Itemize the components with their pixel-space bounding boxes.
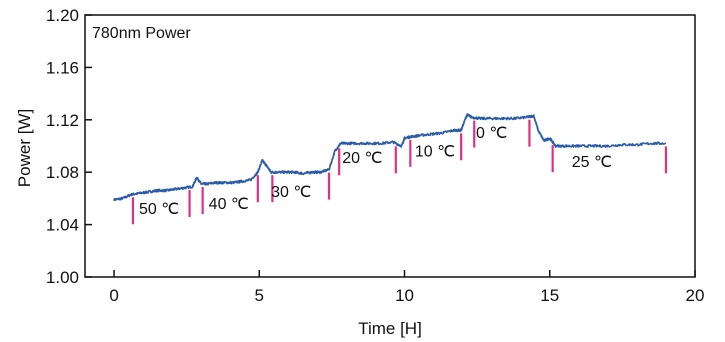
y-tick-label: 1.00	[46, 268, 79, 287]
x-tick-label: 20	[686, 286, 705, 305]
temperature-label: 10 ℃	[415, 143, 455, 160]
x-axis-title: Time [H]	[358, 319, 422, 338]
temperature-label: 25 ℃	[572, 154, 612, 171]
y-tick-label: 1.20	[46, 6, 79, 25]
y-tick-label: 1.04	[46, 216, 79, 235]
power-series-line	[113, 113, 667, 202]
y-tick-label: 1.12	[46, 111, 79, 130]
x-tick-label: 0	[109, 286, 118, 305]
temperature-label: 20 ℃	[342, 150, 382, 167]
temperature-labels: 50 ℃ 40 ℃ 30 ℃ 20 ℃ 10 ℃ 0 ℃ 25 ℃	[139, 125, 612, 218]
series-group	[113, 113, 667, 202]
chart-title: 780nm Power	[92, 25, 191, 42]
temperature-label: 40 ℃	[209, 196, 249, 213]
x-tick-label: 10	[395, 286, 414, 305]
plot-frame	[84, 14, 696, 278]
y-tick-label: 1.16	[46, 58, 79, 77]
x-axis-ticks: 0 5 10 15 20	[109, 270, 704, 305]
temperature-label: 50 ℃	[139, 201, 179, 218]
temperature-label: 30 ℃	[271, 184, 311, 201]
y-axis-ticks: 1.00 1.04 1.08 1.12 1.16 1.20	[46, 6, 92, 287]
temperature-markers	[131, 119, 668, 225]
x-tick-label: 5	[255, 286, 264, 305]
y-axis-title: Power [W]	[15, 109, 34, 187]
y-tick-label: 1.08	[46, 163, 79, 182]
temperature-label: 0 ℃	[476, 125, 507, 142]
plot-border	[84, 14, 696, 278]
x-tick-label: 15	[540, 286, 559, 305]
